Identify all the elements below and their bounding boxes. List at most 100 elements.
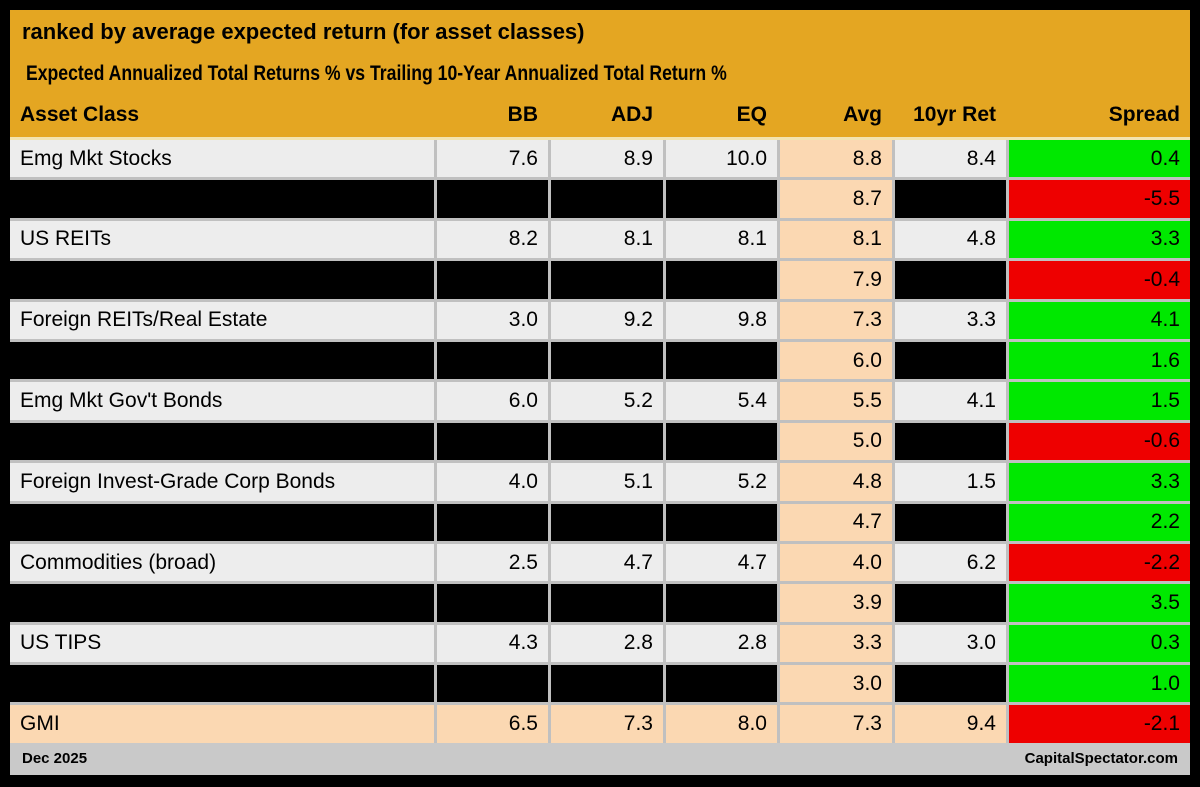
cell-ret10 [895,180,1006,218]
cell-adj: 8.1 [551,220,663,259]
cell-adj [551,261,663,299]
cell-eq: 2.8 [666,624,777,663]
cell-ret10: 3.0 [895,624,1006,663]
table-subtitle: Expected Annualized Total Returns % vs T… [25,62,727,85]
cell-eq [666,180,777,218]
table-header-band: ranked by average expected return (for a… [10,10,1190,137]
cell-spread: 4.1 [1009,301,1190,339]
cell-spread: -0.6 [1009,422,1190,461]
cell-ret10 [895,503,1006,541]
cell-spread: -2.1 [1009,705,1190,743]
cell-avg: 7.9 [780,261,892,299]
cell-adj [551,584,663,622]
cell-asset: Commodities (broad) [10,543,434,582]
table-footer: Dec 2025 CapitalSpectator.com [10,742,1190,775]
cell-eq: 10.0 [666,140,777,178]
cell-ret10: 4.8 [895,220,1006,259]
cell-adj [551,180,663,218]
table-row: US TIPS 4.3 2.8 2.8 3.3 3.0 0.3 [10,624,1190,663]
cell-spread: 3.5 [1009,584,1190,622]
table-row: Foreign REITs/Real Estate 3.0 9.2 9.8 7.3 3.3… [10,301,1190,339]
cell-eq [666,503,777,541]
cell-eq [666,422,777,461]
table-body: Emg Mkt Stocks 7.6 8.9 10.0 8.8 8.4 0.4 8.7 -5.5… [10,137,1190,743]
cell-bb: 2.5 [437,543,548,582]
cell-spread: 1.0 [1009,665,1190,703]
cell-avg: 4.8 [780,463,892,501]
cell-ret10 [895,261,1006,299]
cell-avg: 5.0 [780,422,892,461]
cell-asset [10,503,434,541]
footer-source: CapitalSpectator.com [1024,750,1178,768]
table-row: US REITs 8.2 8.1 8.1 8.1 4.8 3.3 [10,220,1190,259]
cell-spread: 3.3 [1009,220,1190,259]
column-header-bb: BB [507,102,538,126]
cell-asset: Foreign REITs/Real Estate [10,301,434,339]
cell-bb: 4.3 [437,624,548,663]
cell-adj [551,665,663,703]
table-row: Foreign Invest-Grade Corp Bonds 4.0 5.1 5.2… [10,463,1190,501]
cell-avg: 4.7 [780,503,892,541]
column-header-10yr-ret: 10yr Ret [913,102,996,126]
cell-adj: 5.1 [551,463,663,501]
cell-asset [10,422,434,461]
cell-asset: Emg Mkt Gov't Bonds [10,382,434,420]
cell-bb: 6.5 [437,705,548,743]
cell-ret10 [895,341,1006,380]
column-header-spread: Spread [1108,102,1180,126]
cell-eq: 5.4 [666,382,777,420]
cell-ret10 [895,422,1006,461]
cell-spread: -0.4 [1009,261,1190,299]
cell-bb [437,261,548,299]
cell-bb [437,341,548,380]
cell-avg: 7.3 [780,705,892,743]
table-row: 3.0 1.0 [10,665,1190,703]
cell-ret10: 1.5 [895,463,1006,501]
table-row: 8.7 -5.5 [10,180,1190,218]
cell-ret10 [895,584,1006,622]
cell-spread: 1.5 [1009,382,1190,420]
cell-adj: 5.2 [551,382,663,420]
cell-eq [666,261,777,299]
table-row: 7.9 -0.4 [10,261,1190,299]
cell-bb [437,584,548,622]
cell-adj [551,422,663,461]
cell-bb: 4.0 [437,463,548,501]
cell-asset: GMI [10,705,434,743]
returns-table: ranked by average expected return (for a… [10,0,1190,775]
cell-spread: 1.6 [1009,341,1190,380]
cell-bb: 3.0 [437,301,548,339]
cell-eq: 8.0 [666,705,777,743]
cell-asset [10,180,434,218]
cell-spread: 0.3 [1009,624,1190,663]
cell-bb [437,180,548,218]
column-header-asset-class: Asset Class [20,102,140,126]
cell-bb: 6.0 [437,382,548,420]
cell-asset: Foreign Invest-Grade Corp Bonds [10,463,434,501]
table-subtitle-row: Expected Annualized Total Returns % vs T… [10,53,1190,95]
table-row: Commodities (broad) 2.5 4.7 4.7 4.0 6.2 -2.2 [10,543,1190,582]
cell-bb: 8.2 [437,220,548,259]
cell-adj [551,341,663,380]
cell-asset: US REITs [10,220,434,259]
cell-asset [10,665,434,703]
cell-ret10: 3.3 [895,301,1006,339]
cell-ret10 [895,665,1006,703]
table-row: Emg Mkt Stocks 7.6 8.9 10.0 8.8 8.4 0.4 [10,140,1190,178]
cell-spread: 3.3 [1009,463,1190,501]
cell-adj: 2.8 [551,624,663,663]
cell-spread: -2.2 [1009,543,1190,582]
cell-ret10: 9.4 [895,705,1006,743]
cell-eq [666,665,777,703]
cell-avg: 4.0 [780,543,892,582]
table-row: GMI 6.5 7.3 8.0 7.3 9.4 -2.1 [10,705,1190,743]
table-row: Emg Mkt Gov't Bonds 6.0 5.2 5.4 5.5 4.1 1.5 [10,382,1190,420]
column-header-adj: ADJ [610,102,653,126]
cell-asset: Emg Mkt Stocks [10,140,434,178]
cell-avg: 3.9 [780,584,892,622]
cell-asset [10,584,434,622]
cell-ret10: 6.2 [895,543,1006,582]
cell-spread: 0.4 [1009,140,1190,178]
cell-avg: 8.8 [780,140,892,178]
cell-bb: 7.6 [437,140,548,178]
